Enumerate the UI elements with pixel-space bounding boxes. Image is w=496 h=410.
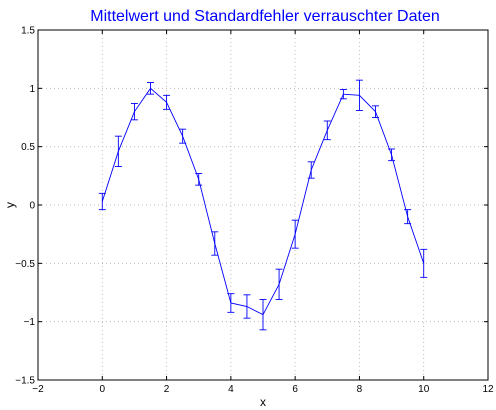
- error-bar: [227, 293, 235, 313]
- x-tick-label: 10: [418, 384, 430, 395]
- error-bar: [339, 89, 347, 100]
- series-line: [101, 87, 425, 316]
- error-bar: [420, 248, 428, 278]
- y-tick-label: 0.5: [21, 142, 35, 153]
- x-tick-label: 12: [482, 384, 494, 395]
- error-bar: [372, 105, 379, 118]
- error-bar: [163, 94, 171, 110]
- error-bar: [388, 148, 396, 162]
- error-bar: [307, 161, 315, 179]
- error-bar: [323, 120, 331, 141]
- x-tick-label: 8: [357, 384, 363, 395]
- y-tick-label: −0.5: [15, 259, 35, 270]
- y-axis-label: y: [3, 202, 17, 208]
- axis-ticks: −2 0 2 4 6 8 10 12 −1.5 −1 −0.5 0 0.5 1 1.5: [15, 26, 494, 396]
- error-bar: [404, 209, 412, 225]
- error-bar: [259, 299, 267, 331]
- chart-title: Mittelwert und Standardfehler verrauscht…: [90, 8, 440, 25]
- x-tick-label: −2: [32, 384, 44, 395]
- error-bar: [211, 231, 219, 256]
- x-axis-label: x: [260, 395, 266, 409]
- x-tick-label: 6: [292, 384, 298, 395]
- error-bar: [130, 103, 138, 121]
- error-bar: [291, 219, 299, 249]
- y-tick-label: −1: [24, 317, 36, 328]
- y-tick-label: 1: [29, 84, 35, 95]
- y-tick-label: 0: [29, 201, 35, 212]
- error-bar: [195, 173, 203, 186]
- error-bar: [243, 294, 251, 319]
- x-tick-label: 4: [228, 384, 234, 395]
- y-tick-label: 1.5: [21, 26, 35, 37]
- error-bar: [355, 79, 363, 111]
- error-bar: [179, 128, 187, 144]
- x-tick-label: 0: [100, 384, 106, 395]
- y-tick-label: −1.5: [15, 376, 35, 387]
- error-bar: [98, 192, 106, 211]
- error-bar: [275, 268, 283, 300]
- error-bar: [147, 82, 154, 95]
- series-layer: [98, 79, 428, 331]
- x-tick-label: 2: [164, 384, 170, 395]
- error-bar: [114, 135, 122, 167]
